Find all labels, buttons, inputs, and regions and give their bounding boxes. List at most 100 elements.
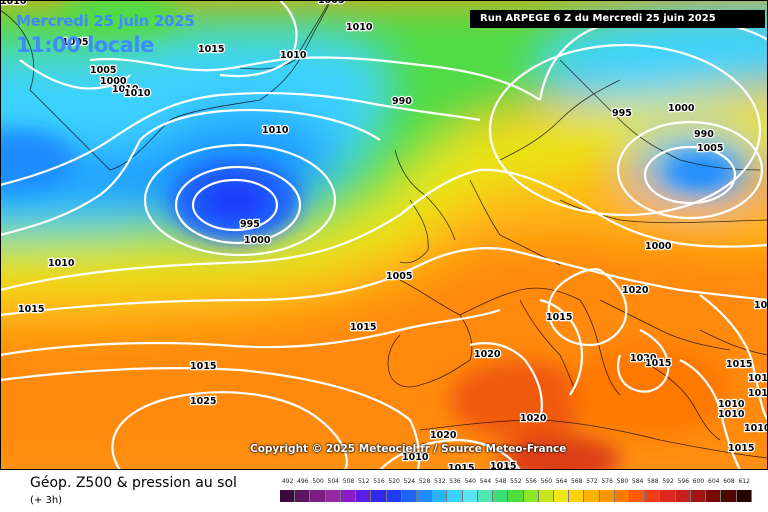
date-title: Mercredi 25 juin 2025: [16, 12, 195, 30]
scale-label: 492: [281, 478, 294, 485]
isobar-label: 1015: [728, 443, 754, 454]
isobar-label: 1010: [346, 22, 373, 33]
scale-swatch: [432, 490, 448, 502]
isobar-label: 990: [392, 96, 412, 107]
scale-label: 576: [601, 478, 613, 485]
isobar-label: 1010: [718, 399, 745, 410]
scale-label: 532: [434, 478, 446, 485]
isobar-label: 1005: [697, 143, 723, 154]
isobar-label: 1015: [350, 322, 376, 333]
scale-label: 592: [662, 478, 674, 485]
scale-swatch: [508, 490, 524, 502]
isobar-label: 1010: [124, 88, 151, 99]
isobar-label: 1000: [100, 76, 127, 87]
scale-swatch: [477, 490, 494, 502]
isobar-label: 1010: [402, 452, 429, 463]
isobar-label: 1000: [244, 235, 271, 246]
isobar-label: 1005: [90, 65, 116, 76]
isobar-label: 1010: [280, 50, 307, 61]
scale-swatch: [630, 490, 646, 502]
isobar-label: 1015: [448, 463, 474, 470]
color-scale: 492 496 500 504 508 512 516 520 524 528 532 536 540 5…: [280, 476, 752, 510]
isobar-label: 1015: [748, 388, 768, 399]
scale-swatch: [538, 490, 554, 502]
isobar-labels: 1010 100510101015100510101010101010051000…: [0, 0, 768, 470]
isobar-label: 1000: [668, 103, 695, 114]
scale-label: 612: [738, 478, 750, 485]
isobar-label: 1015: [490, 461, 516, 470]
isobar-label: 1015: [198, 44, 224, 55]
scale-swatch: [310, 490, 326, 502]
scale-label: 512: [357, 478, 370, 485]
scale-swatch: [569, 490, 585, 502]
scale-swatch: [584, 490, 600, 502]
scale-label: 516: [373, 478, 385, 485]
scale-swatch: [614, 490, 631, 502]
footer-title: Géop. Z500 & pression au sol: [30, 475, 237, 491]
scale-label: 548: [494, 478, 507, 485]
footer: Géop. Z500 & pression au sol (+ 3h) 492 4…: [0, 470, 768, 512]
scale-label: 544: [479, 478, 492, 485]
scale-swatch: [356, 490, 372, 502]
isobar-label: 995: [240, 219, 260, 230]
isobar-label: 1025: [190, 396, 216, 407]
isobar-label: 1000: [645, 241, 672, 252]
scale-label: 508: [342, 478, 355, 485]
isobar-label: 1020: [474, 349, 501, 360]
scale-label: 528: [418, 478, 431, 485]
scale-swatch: [721, 490, 737, 502]
scale-swatch: [295, 490, 311, 502]
scale-swatch: [706, 490, 722, 502]
scale-label: 608: [723, 478, 735, 485]
scale-swatch: [447, 490, 463, 502]
scale-label: 500: [312, 478, 324, 485]
scale-swatch: [493, 490, 509, 502]
scale-label: 568: [571, 478, 583, 485]
coastlines: [0, 0, 768, 459]
scale-label: 504: [327, 478, 339, 485]
scale-label: 520: [388, 478, 400, 485]
scale-label: 536: [449, 478, 461, 485]
isobar-label: 1015: [546, 312, 572, 323]
isobar-label: 1020: [622, 285, 649, 296]
color-scale-bar: [280, 490, 752, 502]
scale-swatch: [371, 490, 387, 502]
isobar-label: 1010: [262, 125, 289, 136]
isobar-label: 1005: [318, 0, 344, 6]
scale-swatch: [690, 490, 707, 502]
isobar-label: 1010: [744, 423, 768, 434]
isobar-label: 1020: [430, 430, 457, 441]
scale-swatch: [416, 490, 433, 502]
scale-label: 496: [297, 478, 309, 485]
isobar-label: 1015: [726, 359, 752, 370]
scale-label: 556: [525, 478, 537, 485]
scale-swatch: [645, 490, 661, 502]
isobar-label: 1010: [48, 258, 75, 269]
scale-swatch: [386, 490, 402, 502]
scale-label: 580: [616, 478, 629, 485]
scale-swatch: [523, 490, 539, 502]
isobar-lines: [0, 0, 768, 470]
isobar-label: 995: [612, 108, 632, 119]
scale-swatch: [675, 490, 691, 502]
isobar-label: 1010: [0, 0, 27, 7]
isobar-label: 1020: [520, 413, 547, 424]
isobar-label: 1010: [112, 84, 139, 95]
scale-label: 604: [708, 478, 720, 485]
run-info: Run ARPEGE 6 Z du Mercredi 25 juin 2025: [470, 10, 765, 28]
scale-swatch: [401, 490, 417, 502]
isobar-label: 1015: [645, 358, 671, 369]
isobar-label: 1005: [62, 37, 88, 48]
scale-swatch: [340, 490, 357, 502]
scale-label: 572: [586, 478, 598, 485]
scale-label: 596: [677, 478, 690, 485]
scale-label: 540: [464, 478, 476, 485]
scale-swatch: [280, 490, 296, 502]
scale-swatch: [553, 490, 570, 502]
scale-swatch: [736, 490, 752, 502]
isobar-label: 1005: [754, 300, 768, 311]
scale-swatch: [599, 490, 615, 502]
scale-label: 600: [692, 478, 705, 485]
time-title: 11:00 locale: [16, 33, 154, 57]
isobar-label: 1010: [718, 409, 745, 420]
